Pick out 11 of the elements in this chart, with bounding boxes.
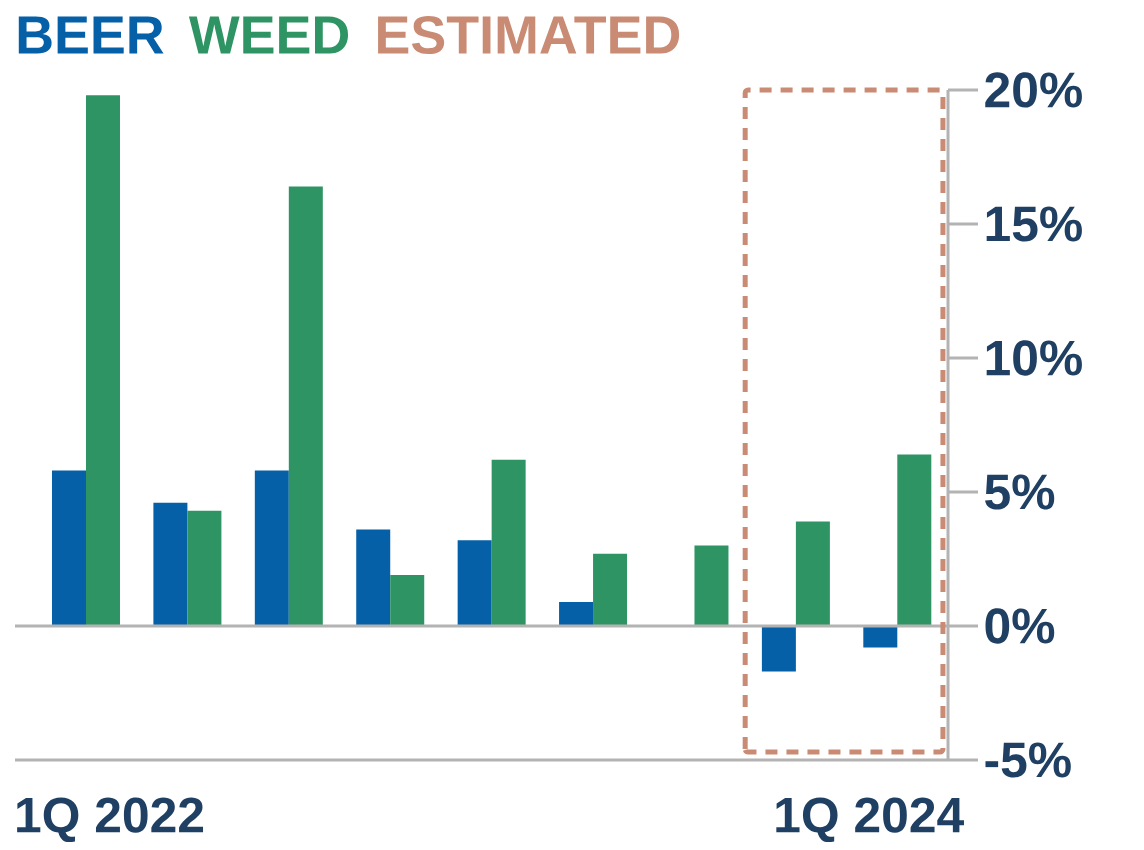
x-tick-label: 1Q 2022 xyxy=(17,797,204,843)
y-tick-label: -5% xyxy=(985,742,1071,778)
series-label: WEED xyxy=(188,16,349,54)
y-tick-label: 20% xyxy=(985,72,1082,108)
y-tick-label: 0% xyxy=(985,608,1055,644)
y-tick-label: 15% xyxy=(986,206,1082,242)
y-tick-label: 10% xyxy=(986,340,1082,376)
text: ESTIMATED xyxy=(378,15,680,55)
text: BEER xyxy=(18,16,164,54)
y-tick-label: 5% xyxy=(985,474,1055,510)
x-tick-label: 1Q 2024 xyxy=(776,797,964,843)
